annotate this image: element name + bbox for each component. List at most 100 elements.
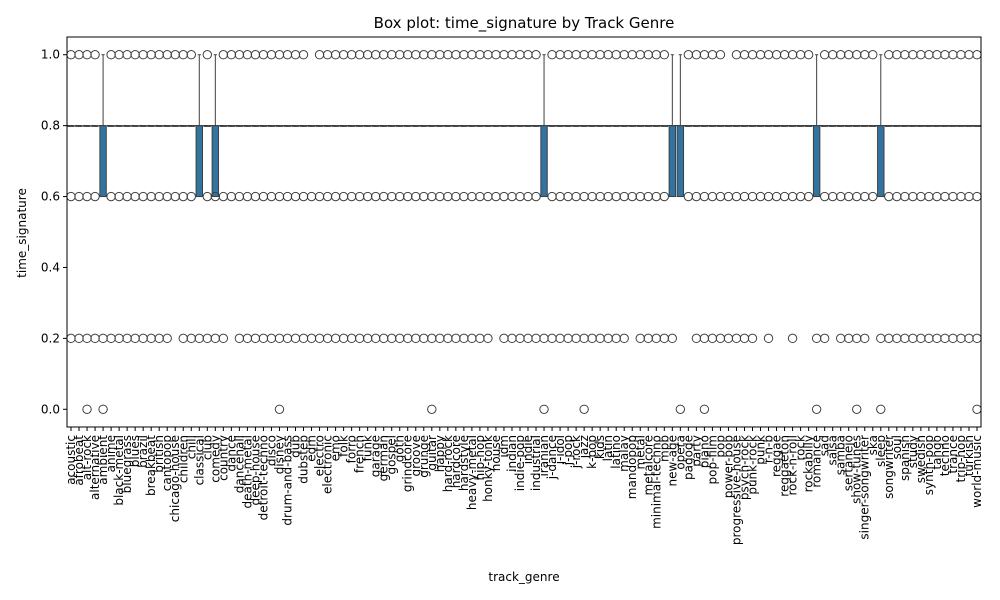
outlier-point — [427, 333, 437, 344]
box-goth — [395, 50, 405, 344]
outlier-point — [370, 191, 381, 202]
x-tick-label: disney — [272, 435, 286, 474]
outlier-point — [154, 50, 164, 60]
outlier-point — [908, 191, 918, 202]
box-reggae — [771, 50, 782, 202]
x-tick-label: progressive-house — [729, 435, 743, 545]
x-tick-label: rock — [794, 435, 808, 461]
box-cantopop — [162, 50, 172, 344]
box-salsa — [827, 50, 838, 202]
outlier-point — [884, 191, 894, 202]
x-tick-label: ambient — [96, 435, 110, 485]
x-tick-label: power-pop — [721, 435, 735, 498]
outlier-point — [611, 333, 621, 344]
outlier-point — [362, 333, 373, 344]
box-show-tunes — [852, 50, 862, 414]
outlier-point — [948, 50, 958, 60]
box-folk — [338, 50, 349, 344]
outlier-point — [202, 50, 213, 60]
outlier-point — [282, 333, 293, 344]
outlier-point — [619, 191, 629, 202]
outlier-point — [370, 50, 381, 60]
box-reggaeton — [779, 50, 790, 202]
outlier-point — [884, 50, 894, 60]
outlier-point — [354, 191, 365, 202]
box-hardcore — [451, 50, 461, 344]
x-tick-label: breakbeat — [144, 435, 158, 496]
x-tick-label: goth — [393, 435, 407, 462]
outlier-point — [571, 333, 581, 344]
outlier-point — [972, 50, 982, 60]
outlier-point — [451, 191, 461, 202]
box-turkish — [964, 50, 974, 344]
outlier-point — [475, 191, 485, 202]
box-opera — [675, 54, 686, 414]
outlier-point — [114, 191, 124, 202]
box-punk-rock — [747, 50, 758, 344]
outlier-point — [370, 333, 381, 344]
y-tick-label: 0.8 — [41, 119, 60, 133]
y-tick-label: 0.6 — [41, 190, 60, 204]
outlier-point — [916, 191, 926, 202]
box-ambient — [98, 54, 108, 414]
x-tick-label: comedy — [208, 435, 222, 483]
outlier-point — [443, 50, 453, 60]
outlier-point — [523, 333, 533, 344]
outlier-point — [403, 333, 413, 344]
box-hardstyle — [459, 50, 469, 344]
x-tick-label: grunge — [417, 435, 431, 478]
box-grunge — [419, 50, 429, 344]
x-tick-label: singer-songwriter — [858, 435, 872, 540]
outlier-point — [531, 191, 541, 202]
outlier-point — [218, 50, 229, 60]
box-disney — [274, 50, 285, 414]
box-dubstep — [298, 50, 309, 344]
outlier-point — [699, 404, 710, 414]
outlier-point — [186, 191, 196, 202]
outlier-point — [435, 333, 445, 344]
outlier-point — [972, 333, 982, 344]
box-latin — [603, 50, 613, 344]
x-tick-label: grindcore — [401, 435, 415, 492]
x-tick-label: punk — [754, 435, 768, 465]
outlier-point — [298, 50, 309, 60]
x-tick-label: synth-pop — [922, 435, 936, 495]
outlier-point — [844, 333, 854, 344]
outlier-point — [274, 50, 285, 60]
outlier-point — [330, 191, 341, 202]
outlier-point — [771, 50, 782, 60]
outlier-point — [411, 333, 421, 344]
box-alt-rock — [82, 50, 92, 414]
x-tick-label: hard-rock — [441, 435, 455, 492]
box-body — [540, 125, 548, 198]
x-tick-label: happy — [433, 435, 447, 472]
x-tick-label: alt-rock — [80, 435, 94, 480]
outlier-point — [387, 191, 397, 202]
outlier-point — [106, 333, 116, 344]
x-tick-label: groove — [409, 435, 423, 476]
outlier-point — [932, 50, 942, 60]
outlier-point — [282, 50, 293, 60]
outlier-point — [579, 404, 589, 414]
outlier-point — [948, 191, 958, 202]
x-tick-label: afrobeat — [72, 435, 86, 486]
x-tick-label: punk-rock — [746, 435, 760, 495]
box-british — [154, 50, 164, 344]
outlier-point — [715, 333, 726, 344]
outlier-point — [691, 50, 702, 60]
box-j-idol — [555, 50, 565, 344]
outlier-point — [803, 50, 814, 60]
outlier-point — [427, 50, 437, 60]
outlier-point — [563, 50, 573, 60]
box-psych-rock — [739, 50, 750, 344]
outlier-point — [964, 333, 974, 344]
x-tick-label: piano — [697, 435, 711, 468]
outlier-point — [635, 333, 645, 344]
outlier-point — [852, 333, 862, 344]
box-party — [691, 50, 702, 344]
outlier-point — [611, 50, 621, 60]
box-garage — [370, 50, 381, 344]
outlier-point — [916, 333, 926, 344]
outlier-point — [226, 191, 237, 202]
outlier-point — [787, 333, 798, 344]
